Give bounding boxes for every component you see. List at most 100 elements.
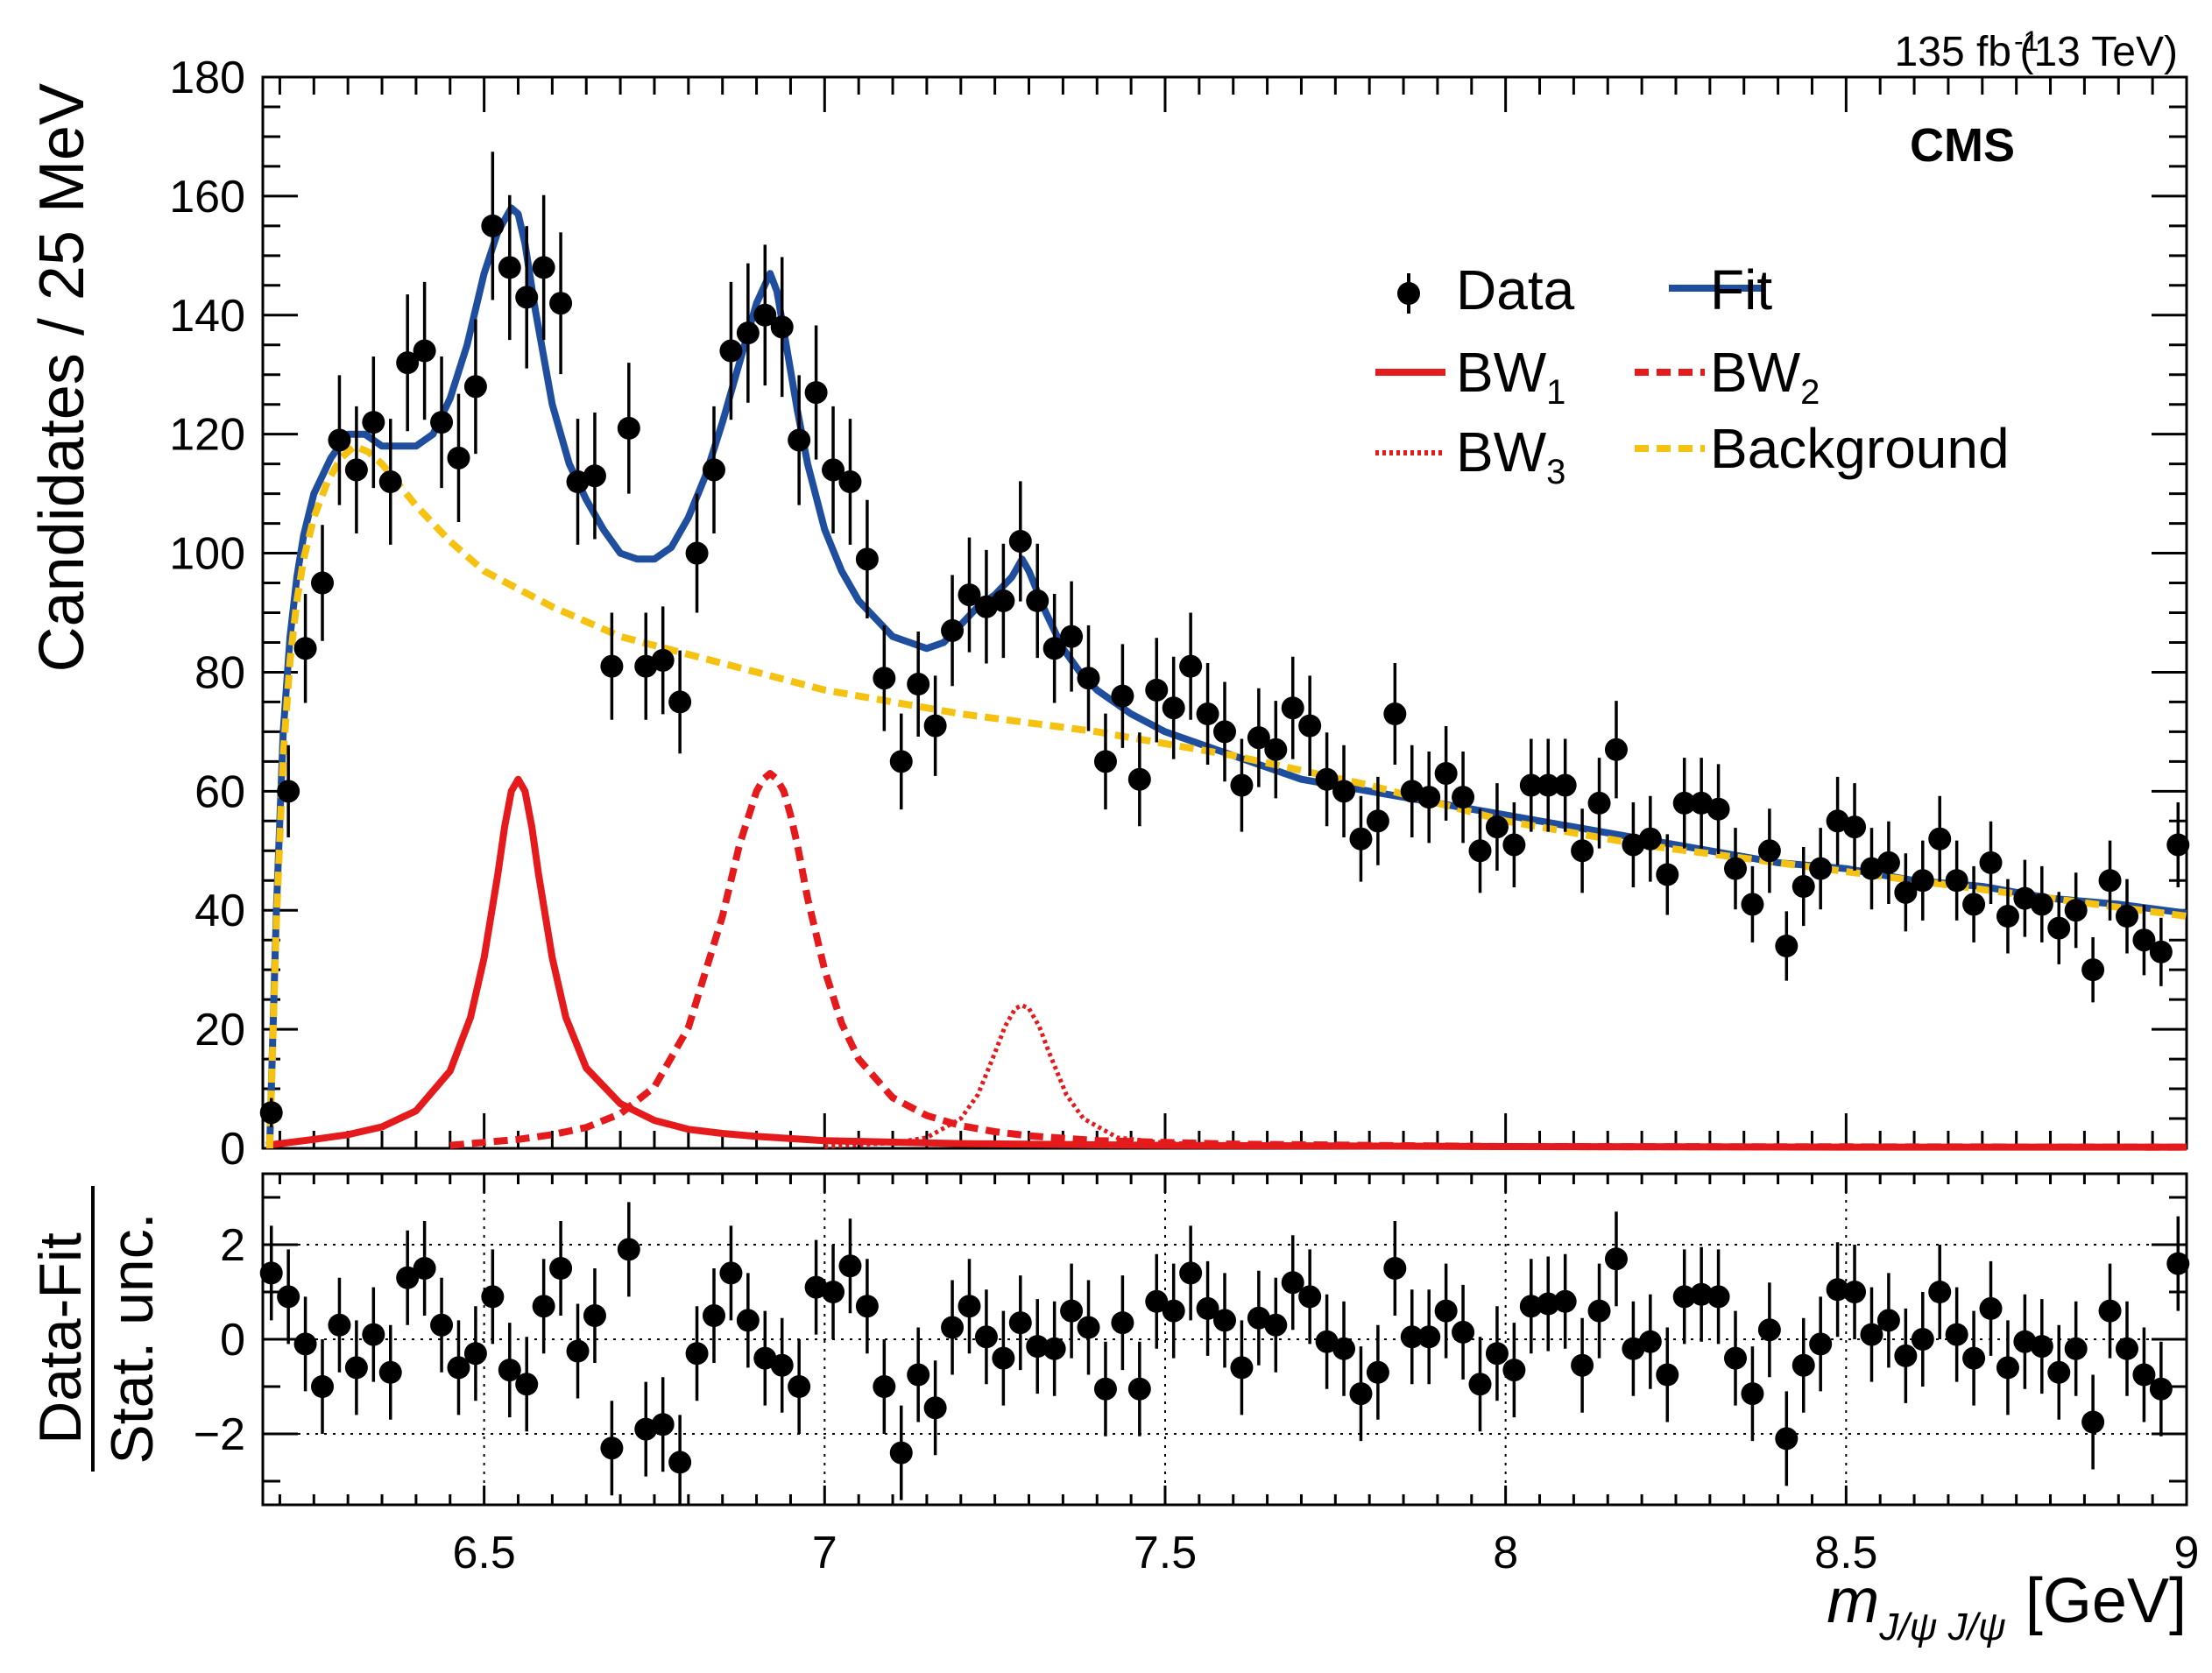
data-point: [855, 547, 879, 571]
data-point: [1111, 684, 1134, 708]
data-point: [1741, 893, 1764, 916]
ratio-point: [1537, 1292, 1560, 1316]
ratio-point: [770, 1353, 794, 1377]
ratio-point: [2047, 1360, 2071, 1384]
data-point: [1434, 761, 1458, 785]
ratio-point: [651, 1413, 675, 1437]
ratio-point: [1400, 1325, 1424, 1349]
data-point: [1571, 839, 1594, 863]
data-point: [1843, 815, 1867, 839]
ratio-point: [1093, 1377, 1117, 1401]
ratio-point: [1230, 1356, 1254, 1380]
ratio-point: [583, 1304, 606, 1327]
x-tick-label: 9: [2174, 1528, 2200, 1578]
ratio-point: [1111, 1311, 1134, 1335]
data-point: [328, 428, 351, 452]
ratio-point: [1315, 1330, 1339, 1353]
ratio-point: [1757, 1318, 1781, 1342]
ratio-point: [1196, 1296, 1219, 1320]
data-point: [1587, 791, 1611, 815]
data-point: [2166, 833, 2190, 857]
data-point: [1553, 773, 1577, 797]
data-point: [1452, 786, 1475, 809]
data-point: [1876, 851, 1900, 874]
data-point: [1060, 625, 1084, 648]
data-point: [396, 351, 420, 375]
data-point: [362, 411, 385, 434]
ratio-point: [753, 1346, 777, 1370]
ratio-y-ticks: −2 0 2: [194, 1196, 2187, 1483]
ratio-point: [1366, 1360, 1389, 1384]
ratio-point: [600, 1437, 624, 1460]
main-y-tick-label: 40: [194, 886, 245, 936]
data-point: [1127, 767, 1151, 791]
ratio-point: [1656, 1363, 1679, 1387]
data-point: [1757, 839, 1781, 863]
ratio-point: [1707, 1285, 1730, 1309]
ratio-point: [277, 1285, 300, 1309]
data-point: [1979, 851, 2003, 874]
ratio-point: [362, 1323, 385, 1346]
ratio-point: [788, 1375, 811, 1398]
legend-entry-bw2: BW2: [1635, 341, 1820, 412]
data-point: [719, 339, 743, 363]
data-point: [1196, 702, 1219, 726]
legend-bw3-label: BW3: [1456, 420, 1565, 491]
data-point: [277, 780, 300, 803]
ratio-point: [2132, 1363, 2156, 1387]
legend-entry-fit: Fit: [1669, 258, 1772, 321]
data-point: [941, 618, 965, 642]
main-data-points: [259, 152, 2190, 1127]
data-point: [907, 673, 930, 696]
ratio-point: [498, 1359, 521, 1382]
ratio-point: [1077, 1316, 1100, 1339]
data-point: [2081, 958, 2105, 982]
ratio-point: [1383, 1257, 1407, 1280]
data-point: [549, 292, 573, 315]
data-point: [2064, 899, 2088, 922]
ratio-y-tick-label: −2: [194, 1409, 245, 1460]
ratio-point: [1349, 1382, 1373, 1406]
data-point: [1264, 738, 1288, 761]
ratio-point: [1928, 1281, 1952, 1303]
legend-entry-data: Data: [1397, 258, 1575, 321]
data-point: [1537, 773, 1560, 797]
data-point: [668, 690, 692, 714]
ratio-y-title-bottom: Stat. unc.: [99, 1212, 166, 1464]
data-point: [1247, 726, 1270, 750]
ratio-point: [1213, 1309, 1236, 1332]
data-point: [788, 428, 811, 452]
ratio-point: [1162, 1299, 1185, 1323]
ratio-point: [1775, 1427, 1799, 1451]
ratio-point: [2166, 1252, 2190, 1275]
ratio-point: [923, 1396, 947, 1420]
data-point: [1349, 827, 1373, 851]
ratio-point: [515, 1373, 539, 1396]
data-point: [753, 303, 777, 327]
data-point: [2132, 928, 2156, 952]
data-point: [463, 375, 487, 399]
main-panel: 0 20 40 60 80 100 120 140 160 180 Candidates / 25…: [27, 25, 2190, 1175]
x-tick-label: 7.5: [1134, 1528, 1197, 1578]
legend-data-label: Data: [1456, 258, 1575, 321]
data-point: [1213, 720, 1236, 744]
ratio-data-points: [259, 1202, 2190, 1505]
main-y-tick-label: 120: [169, 410, 245, 461]
ratio-point: [549, 1257, 573, 1280]
data-point: [1656, 863, 1679, 886]
ratio-point: [2030, 1335, 2053, 1359]
ratio-point: [1008, 1311, 1032, 1335]
data-point: [923, 714, 947, 738]
data-point: [804, 381, 828, 405]
data-point: [822, 458, 845, 482]
legend-background-label: Background: [1710, 417, 2010, 480]
ratio-point: [481, 1285, 505, 1309]
ratio-point: [1468, 1373, 1492, 1396]
ratio-point: [1843, 1281, 1867, 1303]
data-point: [311, 571, 335, 595]
data-point: [958, 583, 981, 607]
legend-entry-bw1: BW1: [1375, 341, 1565, 412]
ratio-point: [1945, 1323, 1968, 1346]
ratio-point: [1894, 1344, 1918, 1367]
data-point: [378, 470, 402, 494]
